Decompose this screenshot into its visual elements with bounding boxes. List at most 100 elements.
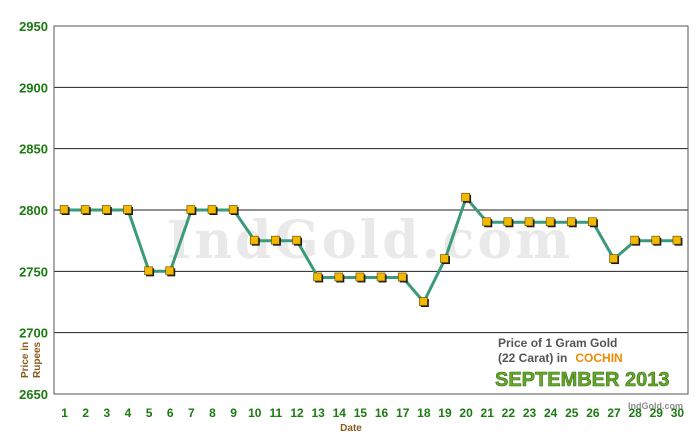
data-point-marker: [672, 235, 682, 245]
plot-frame: [53, 25, 689, 395]
y-axis-title-line2: Rupees: [32, 341, 43, 378]
x-tick-label: 12: [290, 406, 304, 420]
data-point: [630, 235, 641, 246]
data-point: [207, 205, 218, 215]
x-tick-label: 16: [375, 406, 389, 420]
data-point-marker: [186, 205, 196, 214]
data-point: [588, 217, 598, 228]
data-point: [397, 272, 408, 283]
x-tick-label: 14: [333, 406, 347, 420]
data-point: [249, 235, 260, 246]
data-point-marker: [482, 217, 492, 227]
data-point: [566, 217, 577, 228]
data-point-marker: [102, 205, 111, 214]
data-point: [355, 272, 366, 283]
data-point-marker: [588, 217, 597, 227]
data-point: [334, 272, 345, 283]
data-point-marker: [524, 217, 534, 227]
x-tick-label: 20: [459, 406, 473, 420]
x-tick-label: 1: [61, 406, 68, 420]
y-tick-label: 2950: [19, 19, 48, 34]
data-point: [165, 266, 176, 277]
x-tick-label: 30: [671, 406, 685, 420]
caption-line1: Price of 1 Gram Gold: [498, 336, 617, 350]
x-tick-label: 3: [103, 406, 110, 420]
x-tick-label: 21: [481, 406, 495, 420]
x-tick-label: 2: [82, 406, 89, 420]
x-tick-label: 25: [565, 406, 579, 420]
x-tick-label: 8: [209, 406, 216, 420]
data-point: [228, 205, 239, 215]
x-tick-label: 15: [354, 406, 368, 420]
data-point: [271, 235, 281, 246]
data-point: [123, 205, 133, 215]
data-point: [80, 205, 91, 215]
data-point: [186, 205, 197, 215]
x-tick-label: 19: [438, 406, 452, 420]
data-point-marker: [207, 205, 217, 214]
data-point: [102, 205, 112, 215]
x-tick-label: 22: [502, 406, 516, 420]
data-point-marker: [461, 192, 470, 202]
y-tick-label: 2800: [19, 203, 48, 218]
data-point: [545, 217, 556, 228]
data-point: [609, 254, 620, 265]
data-point-marker: [271, 235, 280, 245]
data-point: [419, 297, 429, 307]
data-point-marker: [545, 217, 555, 227]
data-point: [376, 272, 387, 283]
watermark-text: IndGold.com: [167, 210, 573, 271]
y-axis-title-line1: Price in: [20, 342, 31, 378]
x-tick-label: 4: [125, 406, 132, 420]
x-tick-label: 26: [586, 406, 600, 420]
data-point-marker: [440, 254, 449, 263]
caption-month: SEPTEMBER 2013: [495, 369, 670, 391]
data-point-marker: [376, 272, 386, 282]
data-point: [524, 217, 535, 228]
data-point-marker: [249, 235, 259, 245]
data-point: [144, 266, 155, 277]
data-point: [672, 235, 683, 246]
x-tick-label: 29: [650, 406, 664, 420]
x-axis-title: Date: [340, 423, 362, 434]
x-tick-label: 28: [628, 406, 642, 420]
data-point-marker: [165, 266, 175, 276]
x-tick-label: 18: [417, 406, 431, 420]
data-point-marker: [419, 297, 428, 306]
x-tick-label: 23: [523, 406, 537, 420]
caption-city: COCHIN: [575, 351, 622, 365]
x-tick-label: 6: [167, 406, 174, 420]
y-tick-label: 2700: [19, 326, 48, 341]
data-point: [292, 235, 303, 246]
data-point-marker: [59, 205, 69, 214]
credit-text: IndGold.com: [628, 401, 683, 411]
x-tick-label: 5: [146, 406, 153, 420]
data-point-marker: [292, 235, 301, 245]
x-tick-label: 13: [311, 406, 325, 420]
y-tick-label: 2650: [19, 387, 48, 402]
data-point-marker: [80, 205, 90, 214]
x-tick-label: 27: [607, 406, 621, 420]
data-point-marker: [630, 235, 639, 245]
y-tick-label: 2750: [19, 264, 48, 279]
data-point: [313, 272, 324, 283]
data-point: [651, 235, 662, 246]
caption-carat: (22 Carat) in: [498, 351, 567, 365]
data-point: [59, 205, 70, 215]
x-tick-label: 10: [248, 406, 262, 420]
data-point: [482, 217, 493, 228]
data-point-marker: [123, 205, 132, 214]
y-tick-label: 2850: [19, 142, 48, 157]
chart-caption: Price of 1 Gram Gold (22 Carat) in COCHI…: [495, 336, 670, 391]
data-point-marker: [397, 272, 407, 282]
x-tick-label: 17: [396, 406, 410, 420]
data-point: [503, 217, 514, 228]
caption-line2: (22 Carat) in COCHIN: [498, 349, 623, 366]
data-point-marker: [566, 217, 576, 227]
data-point: [440, 254, 450, 265]
data-point: [461, 192, 472, 203]
y-tick-label: 2900: [19, 80, 48, 95]
x-tick-label: 9: [230, 406, 237, 420]
